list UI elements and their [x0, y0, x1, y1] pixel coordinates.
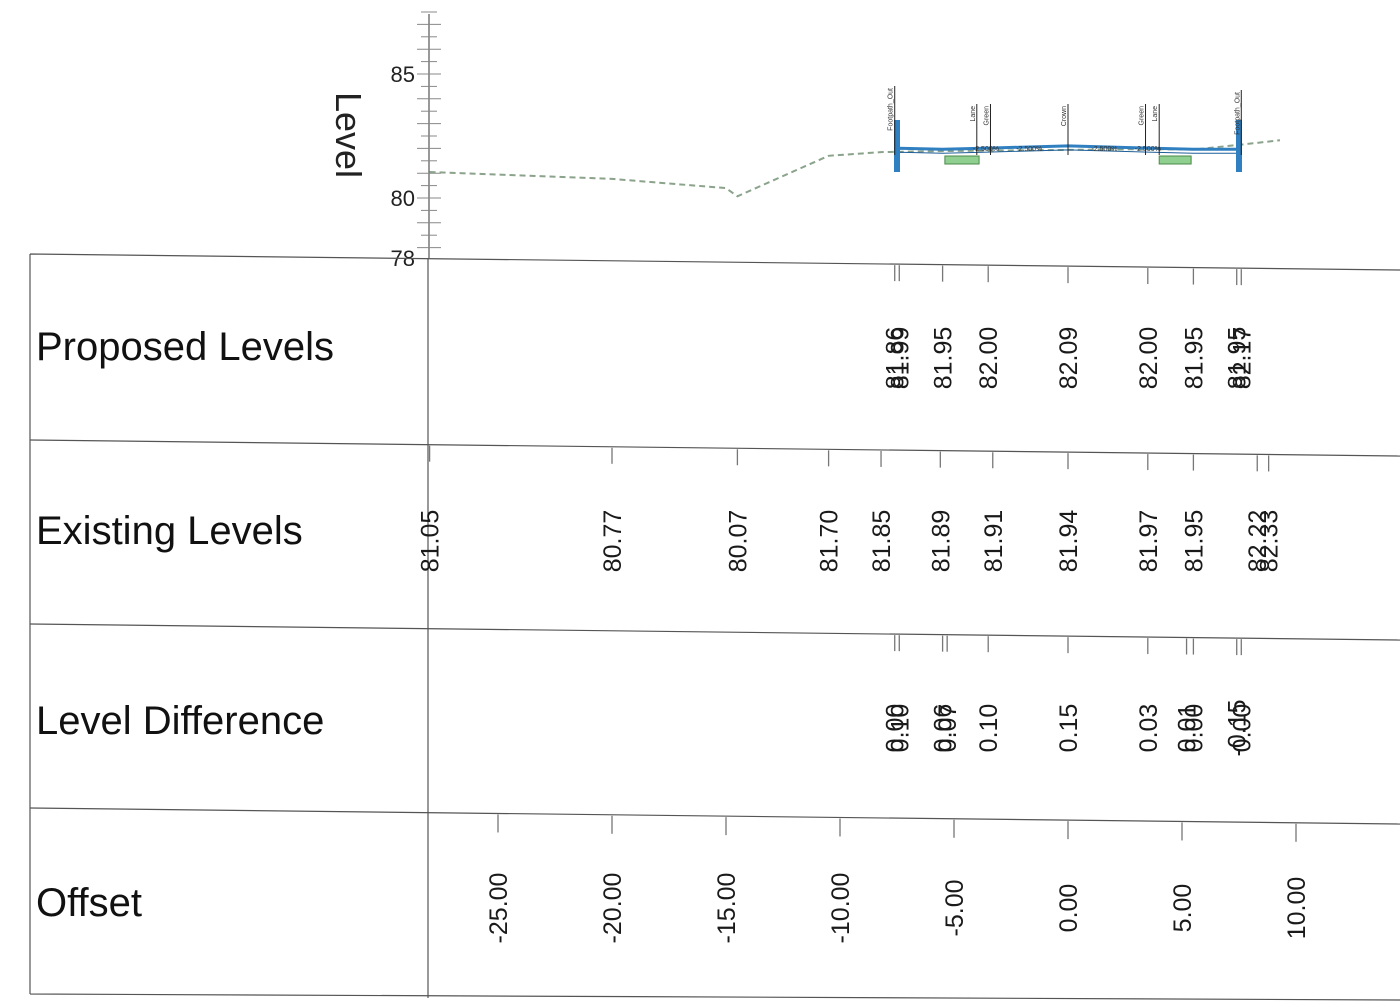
footpath-kerb-left	[894, 120, 900, 172]
offset-value: -25.00	[485, 873, 513, 944]
difference-value: 0.10	[975, 704, 1003, 753]
feature-markers: Footpath_Out Lane Green Crown Green Lane Footp…	[888, 86, 1242, 155]
proposed-value: 81.95	[1224, 327, 1252, 390]
proposed-value: 81.95	[930, 327, 958, 390]
existing-value: 81.95	[1180, 510, 1208, 573]
row-label-proposed-levels: Proposed Levels	[36, 325, 334, 369]
existing-value: 80.07	[724, 510, 752, 573]
difference-value: 0.00	[1228, 704, 1256, 753]
existing-value: 81.70	[816, 510, 844, 573]
proposed-value: 81.86	[882, 327, 910, 390]
verge-block-right	[1158, 155, 1192, 165]
difference-value: 0.00	[1180, 704, 1208, 753]
row-divider-2	[29, 623, 1400, 641]
existing-levels-row: 81.05 80.77 80.07 81.70 81.85 81.89 81.91 81.94…	[417, 445, 1284, 573]
row-label-offset: Offset	[36, 881, 142, 925]
crossfall-label: -2.500%	[1091, 146, 1117, 153]
level-tick-label-85: 85	[391, 62, 415, 87]
existing-value: 81.05	[417, 510, 445, 573]
existing-value: 82.33	[1256, 510, 1284, 573]
offset-value: -10.00	[827, 873, 855, 944]
difference-value: 0.07	[934, 704, 962, 753]
existing-value: 80.77	[599, 510, 627, 573]
difference-value: 0.15	[1055, 704, 1083, 753]
difference-value: 0.10	[886, 704, 914, 753]
difference-value: 0.01	[1174, 704, 1202, 753]
feature-label: Green	[1139, 106, 1146, 126]
row-label-existing-levels: Existing Levels	[36, 509, 303, 553]
existing-value: 81.94	[1055, 510, 1083, 573]
feature-label: Footpath_Out	[888, 88, 895, 131]
feature-label: Footpath_Out	[1234, 92, 1241, 135]
existing-value: 81.89	[927, 510, 955, 573]
row-label-level-difference: Level Difference	[36, 699, 324, 743]
proposed-value: 81.99	[886, 327, 914, 390]
feature-label: Green	[983, 106, 990, 126]
existing-value: 81.85	[868, 510, 896, 573]
crossfall-label: -2.500%	[1135, 146, 1161, 153]
difference-value: -0.15	[1224, 700, 1252, 757]
level-axis-ticks	[417, 11, 441, 249]
cross-section-profile: Level 85 80 78 -2.500% -2.500% -2.500% -2.5…	[328, 11, 1281, 271]
existing-value: 81.97	[1135, 510, 1163, 573]
feature-label: Crown	[1061, 106, 1068, 126]
proposed-value: 81.95	[1180, 327, 1208, 390]
offset-row: -25.00 -20.00 -15.00 -10.00 -5.00 0.00 5.00 10.…	[485, 814, 1400, 943]
difference-value: 0.00	[882, 704, 910, 753]
proposed-value: 82.09	[1055, 327, 1083, 390]
proposed-value: 82.17	[1228, 327, 1256, 390]
difference-value: 0.03	[1135, 704, 1163, 753]
feature-label: Lane	[970, 106, 977, 122]
level-difference-row: 0.000.10 0.060.07 0.10 0.15 0.03 0.010.00 -0.1…	[882, 635, 1256, 757]
footpath-kerb-right	[1236, 120, 1242, 172]
existing-value: 81.91	[980, 510, 1008, 573]
row-divider-3	[29, 807, 1400, 825]
offset-value: -15.00	[713, 873, 741, 944]
offset-value: -5.00	[941, 880, 969, 937]
crossfall-label: -2.500%	[973, 146, 999, 153]
level-axis-title: Level	[328, 92, 369, 178]
offset-value: 0.00	[1055, 884, 1083, 933]
offset-value: -20.00	[599, 873, 627, 944]
offset-value: 10.00	[1283, 877, 1311, 940]
proposed-value: 82.00	[975, 327, 1003, 390]
row-divider-1	[29, 439, 1400, 457]
difference-value: 0.06	[930, 704, 958, 753]
offset-value: 5.00	[1169, 884, 1197, 933]
crossfall-label: -2.500%	[1016, 146, 1042, 153]
offset-value: 15.00	[1397, 877, 1400, 940]
verge-block-left	[944, 155, 980, 165]
feature-label: Lane	[1152, 106, 1159, 122]
existing-value: 82.22	[1244, 510, 1272, 573]
level-tick-label-80: 80	[391, 186, 415, 211]
proposed-value: 82.00	[1135, 327, 1163, 390]
band-table: Proposed Levels Existing Levels Level Di…	[29, 253, 1400, 1001]
